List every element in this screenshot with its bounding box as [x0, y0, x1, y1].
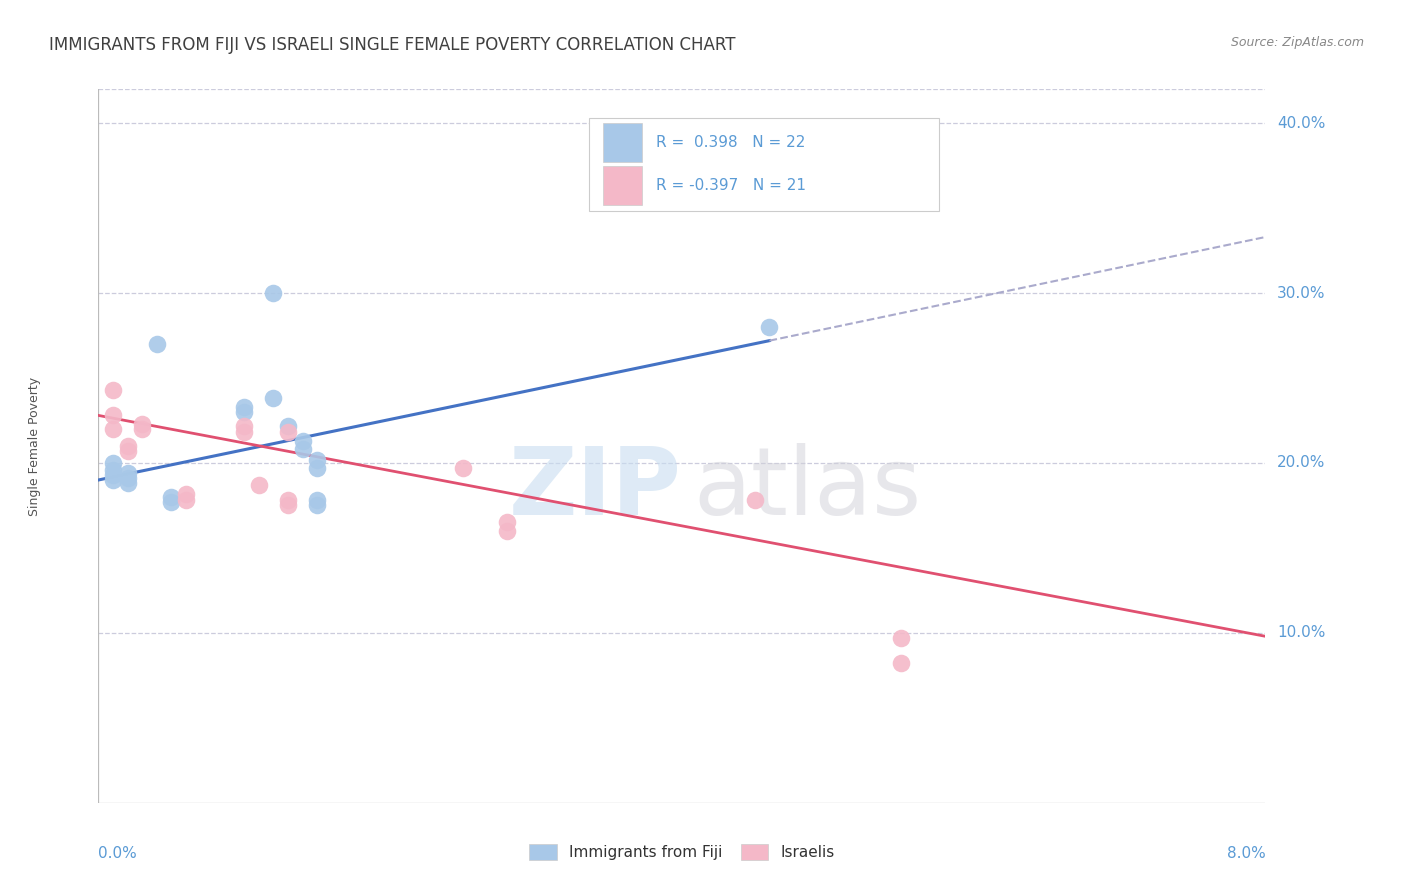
Point	[101, 409, 124, 423]
Point	[101, 456, 124, 470]
Text: 10.0%: 10.0%	[1277, 625, 1326, 640]
Point	[744, 493, 766, 508]
Point	[291, 442, 314, 457]
Point	[101, 463, 124, 477]
Text: 30.0%: 30.0%	[1277, 285, 1326, 301]
Text: ZIP: ZIP	[509, 442, 682, 535]
Point	[277, 493, 299, 508]
Point	[233, 405, 256, 419]
Point	[890, 657, 912, 671]
Text: atlas: atlas	[693, 442, 922, 535]
Point	[758, 320, 780, 334]
Point	[101, 467, 124, 482]
Text: 40.0%: 40.0%	[1277, 116, 1326, 131]
Point	[117, 466, 139, 480]
Point	[117, 471, 139, 485]
Point	[160, 495, 183, 509]
Point	[131, 422, 153, 436]
Point	[277, 425, 299, 440]
Point	[101, 383, 124, 397]
Point	[101, 473, 124, 487]
Point	[496, 516, 519, 530]
Point	[451, 461, 474, 475]
Point	[101, 422, 124, 436]
Point	[496, 524, 519, 538]
Point	[262, 392, 284, 406]
Text: 8.0%: 8.0%	[1226, 846, 1265, 861]
Point	[890, 631, 912, 645]
Text: 0.0%: 0.0%	[98, 846, 138, 861]
Text: Single Female Poverty: Single Female Poverty	[28, 376, 41, 516]
Point	[307, 461, 329, 475]
Point	[117, 444, 139, 458]
Point	[117, 439, 139, 453]
Point	[233, 425, 256, 440]
Point	[233, 400, 256, 414]
FancyBboxPatch shape	[603, 123, 643, 162]
Text: 20.0%: 20.0%	[1277, 456, 1326, 470]
Text: R = -0.397   N = 21: R = -0.397 N = 21	[657, 178, 806, 193]
Point	[233, 418, 256, 433]
Point	[307, 452, 329, 467]
Point	[262, 286, 284, 301]
Text: Source: ZipAtlas.com: Source: ZipAtlas.com	[1230, 36, 1364, 49]
Text: R =  0.398   N = 22: R = 0.398 N = 22	[657, 136, 806, 150]
Point	[174, 493, 197, 508]
Point	[247, 478, 270, 492]
Point	[277, 499, 299, 513]
Point	[277, 418, 299, 433]
Point	[117, 476, 139, 491]
Point	[307, 493, 329, 508]
Legend: Immigrants from Fiji, Israelis: Immigrants from Fiji, Israelis	[523, 838, 841, 866]
Point	[307, 499, 329, 513]
Point	[160, 490, 183, 504]
Point	[174, 486, 197, 500]
Point	[291, 434, 314, 448]
Point	[146, 337, 169, 351]
FancyBboxPatch shape	[589, 118, 939, 211]
Point	[131, 417, 153, 431]
FancyBboxPatch shape	[603, 166, 643, 205]
Text: IMMIGRANTS FROM FIJI VS ISRAELI SINGLE FEMALE POVERTY CORRELATION CHART: IMMIGRANTS FROM FIJI VS ISRAELI SINGLE F…	[49, 36, 735, 54]
